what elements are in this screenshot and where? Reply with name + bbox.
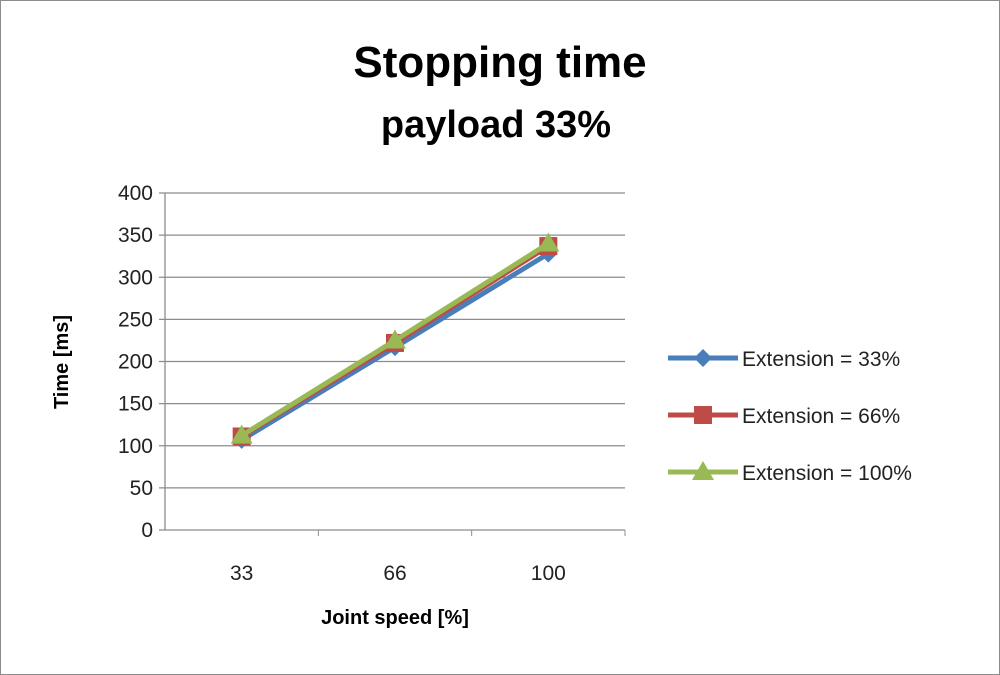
x-tick-label: 33	[230, 562, 253, 585]
x-tick-label: 66	[383, 562, 406, 585]
y-tick-label: 150	[118, 393, 153, 416]
triangle-marker	[537, 232, 560, 252]
y-tick-label: 50	[130, 477, 153, 500]
legend-item: Extension = 33%	[668, 348, 900, 371]
triangle-marker	[230, 424, 253, 444]
legend-item: Extension = 66%	[668, 405, 900, 428]
legend-label: Extension = 33%	[742, 348, 900, 371]
legend-label: Extension = 66%	[742, 405, 900, 428]
y-axis-label: Time [ms]	[51, 315, 73, 409]
chart-subtitle: payload 33%	[380, 104, 612, 146]
y-tick-label: 100	[118, 435, 153, 458]
legend-label: Extension = 100%	[742, 462, 912, 485]
y-tick-label: 300	[118, 266, 153, 289]
y-tick-label: 0	[141, 519, 153, 542]
chart-title: Stopping time	[353, 38, 647, 87]
series-3	[230, 232, 560, 444]
diamond-marker	[694, 349, 712, 367]
square-marker	[694, 406, 712, 424]
triangle-marker	[692, 461, 714, 480]
y-tick-label: 350	[118, 224, 153, 247]
x-tick-label: 100	[531, 562, 566, 585]
y-tick-label: 200	[118, 351, 153, 374]
triangle-marker	[384, 329, 406, 349]
x-axis-label: Joint speed [%]	[321, 607, 469, 629]
legend-item: Extension = 100%	[668, 461, 912, 485]
y-tick-label: 400	[118, 182, 153, 205]
y-tick-label: 250	[118, 308, 153, 331]
